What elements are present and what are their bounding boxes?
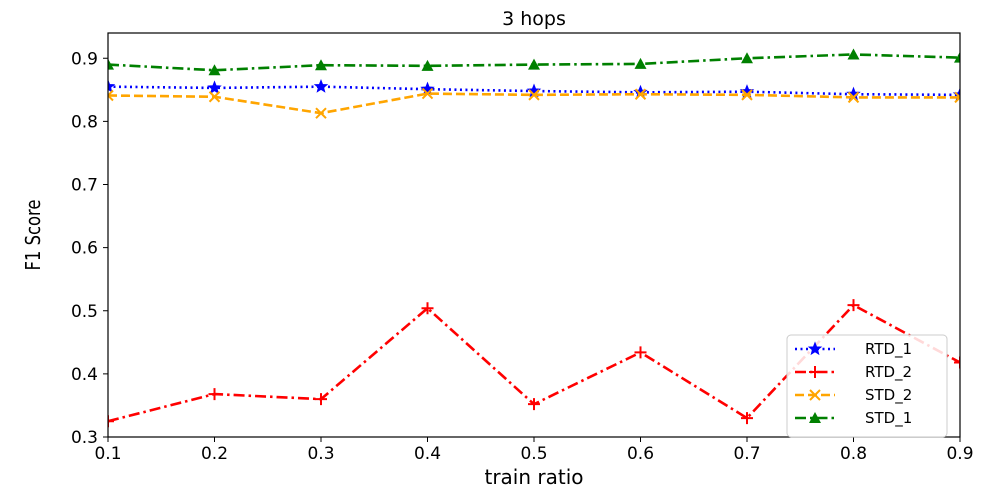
x-tick-label: 0.2 (201, 444, 228, 464)
data-point (741, 412, 753, 425)
data-point (528, 89, 540, 101)
x-tick-label: 0.7 (733, 444, 760, 464)
data-point (208, 91, 221, 103)
data-point (108, 415, 114, 428)
legend-label: RTD_1 (865, 340, 912, 359)
data-point (528, 58, 540, 70)
legend-label: RTD_2 (865, 363, 912, 382)
legend-marker (807, 341, 823, 356)
legend-item: STD_1 (795, 409, 912, 428)
x-tick-label: 0.6 (627, 444, 654, 464)
data-point (315, 59, 327, 71)
chart-title: 3 hops (502, 8, 566, 30)
y-tick-label: 0.5 (71, 302, 98, 322)
data-point (108, 58, 114, 70)
data-point (108, 79, 116, 93)
data-point (954, 51, 960, 63)
data-point (208, 388, 221, 401)
data-point (954, 356, 960, 369)
data-point (421, 59, 434, 71)
series-std-2 (108, 87, 960, 119)
legend-box (786, 334, 948, 438)
series-std-1 (108, 48, 960, 76)
legend-label: STD_2 (865, 386, 912, 405)
y-tick-label: 0.3 (71, 428, 98, 448)
x-tick-label: 0.3 (307, 444, 334, 464)
x-axis-title: train ratio (484, 465, 583, 489)
y-tick-label: 0.4 (71, 365, 98, 385)
data-point (634, 57, 647, 69)
legend: RTD_1 RTD_2 STD_2 STD_1 (786, 334, 948, 438)
data-point (315, 393, 327, 406)
data-point (528, 398, 540, 411)
legend-marker (809, 389, 821, 401)
x-tick-label: 0.5 (520, 444, 547, 464)
data-point (847, 299, 860, 312)
data-point (634, 346, 647, 359)
data-point (315, 107, 327, 119)
data-point (108, 89, 114, 102)
series-line (108, 53, 960, 72)
legend-item: RTD_1 (795, 340, 912, 359)
legend-marker (809, 366, 821, 378)
legend-item: RTD_2 (795, 363, 912, 382)
data-point (633, 84, 648, 99)
y-tick-label: 0.7 (71, 176, 98, 196)
data-point (207, 80, 222, 95)
data-point (634, 88, 647, 100)
legend-item: STD_2 (795, 386, 912, 405)
data-point (847, 48, 860, 60)
data-point (421, 87, 434, 100)
data-point (421, 302, 434, 315)
data-point (741, 89, 753, 101)
y-tick-label: 0.6 (71, 239, 98, 259)
x-tick-label: 0.1 (94, 444, 121, 464)
series-line (108, 92, 960, 115)
data-point (741, 52, 753, 64)
data-point (313, 79, 329, 93)
series-line (108, 85, 960, 97)
data-point (208, 64, 221, 76)
data-point (847, 91, 860, 104)
legend-label: STD_1 (865, 409, 912, 428)
data-point (954, 91, 960, 104)
x-tick-label: 0.9 (946, 444, 973, 464)
x-tick-label: 0.4 (414, 444, 441, 464)
data-point (420, 81, 435, 96)
y-tick-label: 0.9 (71, 49, 98, 69)
y-axis-title: F1 Score (23, 200, 46, 271)
legend-marker (809, 412, 821, 423)
y-tick-label: 0.8 (71, 112, 98, 132)
x-tick-label: 0.8 (840, 444, 867, 464)
